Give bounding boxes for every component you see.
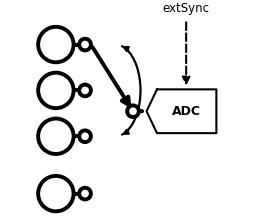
Circle shape: [79, 84, 91, 96]
Circle shape: [127, 105, 139, 117]
Circle shape: [79, 188, 91, 200]
Circle shape: [79, 39, 91, 50]
Circle shape: [79, 130, 91, 142]
Text: extSync: extSync: [163, 2, 210, 15]
Text: ADC: ADC: [172, 105, 201, 118]
